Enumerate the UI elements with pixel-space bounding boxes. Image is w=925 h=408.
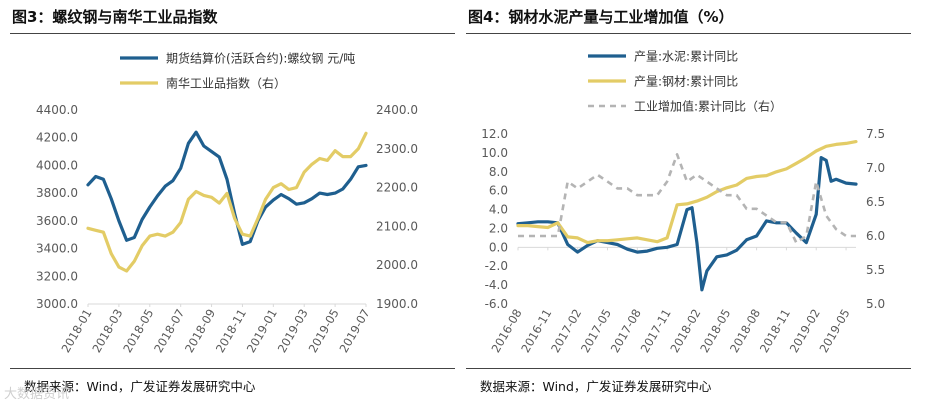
y-right-tick-label: 2000.0 — [376, 258, 418, 272]
y-left-tick-label: 6.0 — [489, 184, 508, 198]
figure-4-panel: 图4：钢材水泥产量与工业增加值（%） -6.0 -4.0 -2.0 0.0 2.0 4.0… — [466, 0, 921, 408]
source-divider — [10, 368, 455, 369]
legend-label: 期货结算价(活跃合约):螺纹钢 元/吨 — [166, 51, 355, 66]
series-line-2 — [86, 131, 368, 273]
legend-label: 南华工业品指数（右） — [166, 76, 286, 91]
watermark-text: 大数据资讯 — [4, 387, 70, 402]
y-right-tick-label: 2200.0 — [376, 181, 418, 195]
y-left-tick-label: 10.0 — [481, 146, 508, 160]
figure-4-source: 数据来源：Wind，广发证券发展研究中心 — [480, 379, 712, 394]
series-line-2 — [516, 140, 858, 245]
y-left-tick-label: 4.0 — [489, 203, 508, 217]
source-divider — [466, 368, 911, 369]
series-line-3 — [518, 153, 856, 245]
legend-label: 工业增加值:累计同比（右） — [634, 99, 782, 114]
figure-3-chart: 3000.0 3200.0 3400.0 3600.0 3800.0 4000.0 4200… — [36, 51, 418, 356]
y-right-tick-label: 6.0 — [866, 229, 885, 243]
y-right-tick-label: 2300.0 — [376, 142, 418, 156]
title-divider — [466, 33, 911, 34]
y-right-tick-label: 2100.0 — [376, 219, 418, 233]
y-left-tick-label: 4400.0 — [36, 103, 78, 117]
y-left-tick-label: 12.0 — [481, 127, 508, 141]
figure-3-panel: 图3：螺纹钢与南华工业品指数 3000.0 3200.0 3400.0 3600.0 3… — [10, 0, 465, 408]
y-right-tick-label: 1900.0 — [376, 297, 418, 311]
y-left-tick-label: 8.0 — [489, 165, 508, 179]
y-left-tick-label: 3200.0 — [36, 269, 78, 283]
y-left-tick-label: -4.0 — [485, 278, 508, 292]
figure-3-title: 图3：螺纹钢与南华工业品指数 — [12, 8, 218, 26]
y-left-tick-label: 3400.0 — [36, 242, 78, 256]
y-right-tick-label: 2400.0 — [376, 103, 418, 117]
figure-4-title: 图4：钢材水泥产量与工业增加值（%） — [468, 8, 734, 26]
y-left-tick-label: -6.0 — [485, 297, 508, 311]
y-right-tick-label: 5.5 — [866, 263, 885, 277]
figure-3-source: 数据来源：Wind，广发证券发展研究中心 — [24, 379, 256, 394]
y-right-tick-label: 6.5 — [866, 195, 885, 209]
y-right-tick-label: 5.0 — [866, 297, 885, 311]
y-left-tick-label: 3000.0 — [36, 297, 78, 311]
legend-label: 产量:钢材:累计同比 — [634, 75, 738, 89]
x-tick-label: 2019-07 — [336, 307, 372, 356]
y-left-tick-label: 2.0 — [489, 221, 508, 235]
y-right-tick-label: 7.5 — [866, 127, 885, 141]
legend-label: 产量:水泥:累计同比 — [634, 50, 738, 64]
y-left-tick-label: 3800.0 — [36, 186, 78, 200]
y-left-tick-label: 0.0 — [489, 240, 508, 254]
y-left-tick-label: 4000.0 — [36, 158, 78, 172]
title-divider — [10, 33, 455, 34]
series-line-1 — [86, 130, 368, 246]
figure-4-chart: -6.0 -4.0 -2.0 0.0 2.0 4.0 6.0 8.0 10.0 12.0 5.0 5.… — [481, 50, 885, 356]
series-line-1 — [516, 156, 858, 292]
y-left-tick-label: 4200.0 — [36, 131, 78, 145]
y-left-tick-label: 3600.0 — [36, 214, 78, 228]
y-left-tick-label: -2.0 — [485, 259, 508, 273]
y-right-tick-label: 7.0 — [866, 161, 885, 175]
